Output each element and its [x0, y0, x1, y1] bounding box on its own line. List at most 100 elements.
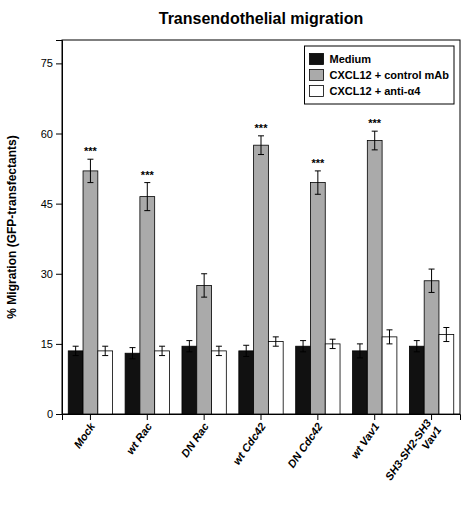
error-bar [186, 341, 192, 352]
y-tick-mark [56, 344, 62, 345]
legend-label: Medium [330, 53, 372, 65]
y-tick-mark [56, 414, 62, 415]
x-tick-label: Mock [71, 420, 97, 451]
error-bar [357, 344, 363, 358]
x-tick-mark [261, 414, 262, 420]
bar [254, 145, 269, 414]
y-tick: 75 [41, 57, 62, 69]
x-tick-label-line: wt Vav1 [348, 420, 381, 460]
y-tick-mark [56, 63, 62, 64]
x-tick-label-line: DN Rac [179, 420, 211, 459]
error-bar [87, 159, 93, 182]
bar [155, 351, 170, 414]
y-axis-line [56, 41, 63, 415]
x-tick: wt Rac [124, 414, 154, 456]
bar [182, 346, 197, 414]
error-bar [73, 346, 79, 355]
x-tick-label: wt Vav1 [348, 420, 381, 460]
error-bar [330, 339, 336, 348]
significance-label: *** [311, 157, 325, 169]
x-tick-label: DN Rac [179, 420, 211, 459]
error-bar [258, 136, 264, 155]
y-tick-mark [56, 274, 62, 275]
x-tick: Mock [71, 414, 97, 450]
x-tick-label-line: wt Rac [124, 420, 154, 456]
error-bar [443, 328, 449, 342]
error-bar [159, 346, 165, 355]
error-bar [216, 346, 222, 355]
plot: 0 15 30 45 60 75 Mock wt Rac DN Rac wt Cdc42 DN Cd… [5, 40, 461, 489]
x-tick-mark [317, 414, 318, 420]
chart: Transendothelial migration 0 15 30 45 60 75 Moc… [0, 0, 474, 518]
x-tick: DN Rac [179, 414, 211, 459]
bar [125, 353, 140, 414]
significance-label: *** [368, 117, 382, 129]
y-axis: 0 15 30 45 60 75 [41, 41, 63, 421]
error-bar [102, 346, 108, 355]
marks [68, 131, 453, 414]
y-tick: 45 [41, 198, 62, 210]
y-tick-label: 30 [41, 268, 53, 280]
legend-swatch [310, 86, 324, 97]
bar [268, 342, 283, 414]
x-tick-label: SH3-SH2-SH3Vav1 [383, 417, 444, 489]
bar [140, 197, 155, 414]
x-tick-label: DN Cdc42 [285, 420, 325, 469]
error-bar [243, 345, 249, 356]
x-tick-label: wt Cdc42 [230, 420, 268, 466]
y-tick: 30 [41, 268, 62, 280]
series [98, 328, 454, 414]
bar [424, 281, 439, 414]
x-tick-label: wt Rac [124, 420, 154, 456]
title: Transendothelial migration [159, 10, 363, 27]
bar [98, 351, 113, 414]
y-tick: 15 [41, 338, 62, 350]
legend-item: CXCL12 + control mAb [310, 69, 450, 81]
y-tick-label: 75 [41, 57, 53, 69]
y-tick-label: 60 [41, 128, 53, 140]
error-bar [130, 348, 136, 359]
y-tick-mark [56, 134, 62, 135]
bar [197, 285, 212, 414]
error-bar [429, 269, 435, 292]
bar [310, 183, 325, 414]
legend-box [305, 46, 455, 104]
bar [212, 351, 227, 414]
bar [382, 337, 397, 414]
legend-label: CXCL12 + control mAb [330, 69, 450, 81]
x-tick: DN Cdc42 [285, 414, 325, 470]
series [83, 131, 439, 414]
x-tick-label-line: Mock [71, 420, 97, 451]
y-tick-label: 15 [41, 338, 53, 350]
y-tick-label: 0 [47, 408, 53, 420]
x-tick: wt Cdc42 [230, 414, 268, 467]
plot-frame [62, 40, 460, 414]
legend-item: Medium [310, 53, 372, 65]
error-bar [273, 337, 279, 346]
error-bar [144, 183, 150, 211]
x-tick: SH3-SH2-SH3Vav1 [383, 414, 444, 489]
y-tick-mark [56, 204, 62, 205]
legend-item: CXCL12 + anti-α4 [310, 85, 422, 97]
error-bar [300, 341, 306, 352]
bar [325, 344, 340, 414]
legend-swatch [310, 70, 324, 81]
legend-swatch [310, 54, 324, 65]
y-tick: 60 [41, 128, 62, 140]
bar [439, 335, 454, 414]
x-tick-mark [90, 414, 91, 420]
significance-label: *** [84, 145, 98, 157]
x-axis-line [63, 415, 461, 421]
y-axis-title: % Migration (GFP-transfectants) [5, 135, 19, 318]
legend-label: CXCL12 + anti-α4 [330, 85, 422, 97]
x-tick-mark [431, 414, 432, 420]
error-bar [372, 131, 378, 150]
bar [239, 351, 254, 414]
bar [68, 351, 83, 414]
legend: Medium CXCL12 + control mAb CXCL12 + anti-… [305, 46, 455, 104]
bar [83, 171, 98, 414]
bar [353, 351, 368, 414]
annotations: *************** [84, 117, 382, 180]
x-tick-mark [374, 414, 375, 420]
error-bar [386, 330, 392, 344]
